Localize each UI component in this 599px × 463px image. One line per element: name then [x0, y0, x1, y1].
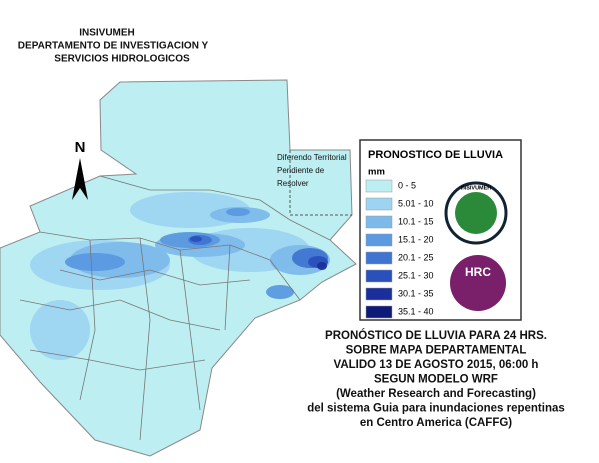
legend: PRONOSTICO DE LLUVIA mm INSIVUMEH HRC 0 …	[359, 139, 522, 321]
legend-label: 30.1 - 35	[398, 288, 434, 298]
territory-note: Diferendo Territorial Pendiente de Resolve…	[277, 153, 347, 188]
caption-line: VALIDO 13 DE AGOSTO 2015, 06:00 h	[334, 359, 539, 371]
legend-label: 5.01 - 10	[398, 198, 434, 208]
caption-line: SOBRE MAPA DEPARTAMENTAL	[346, 345, 527, 357]
caption-line: del sistema Guia para inundaciones repen…	[307, 403, 565, 415]
legend-unit: mm	[368, 167, 385, 178]
rain-area	[190, 236, 202, 242]
country-shape	[0, 79, 357, 457]
caption-line: (Weather Research and Forecasting)	[336, 388, 536, 400]
legend-swatch	[365, 215, 393, 229]
legend-label: 35.1 - 40	[398, 306, 434, 316]
caption-line: PRONÓSTICO DE LLUVIA PARA 24 HRS.	[325, 329, 547, 342]
caption: PRONÓSTICO DE LLUVIA PARA 24 HRS. SOBRE M…	[307, 329, 565, 429]
legend-label: 20.1 - 25	[398, 252, 434, 262]
legend-label: 0 - 5	[398, 180, 416, 190]
logo-hrc	[450, 255, 506, 311]
rain-area	[226, 208, 250, 216]
legend-title: PRONOSTICO DE LLUVIA	[368, 149, 503, 161]
border-dispute	[289, 150, 352, 216]
logo-text: INSIVUMEH	[461, 185, 492, 191]
rain-area	[317, 262, 327, 270]
note-line: Pendiente de	[277, 166, 325, 175]
legend-swatch	[365, 269, 393, 283]
logo-text: HRC	[465, 265, 491, 279]
caption-line: en Centro America (CAFFG)	[360, 417, 512, 429]
header-line: DEPARTAMENTO DE INVESTIGACION Y	[18, 41, 209, 52]
header-line: INSIVUMEH	[79, 28, 135, 39]
rain-areas	[30, 192, 330, 360]
north-arrow: N	[72, 139, 88, 200]
rain-area	[30, 300, 90, 360]
department-borders	[19, 175, 331, 441]
caption-line: SEGUN MODELO WRF	[374, 374, 498, 386]
legend-swatch	[365, 233, 393, 247]
note-line: Diferendo Territorial	[277, 153, 347, 162]
legend-label: 15.1 - 20	[398, 234, 434, 244]
rain-area	[65, 253, 125, 271]
legend-label: 10.1 - 15	[398, 216, 434, 226]
north-label: N	[75, 139, 86, 156]
header-line: SERVICIOS HIDROLOGICOS	[54, 54, 190, 65]
logo-insivumeh-core	[455, 192, 497, 234]
rain-area	[266, 285, 294, 299]
legend-swatch	[365, 179, 393, 193]
legend-swatch	[365, 251, 393, 265]
note-line: Resolver	[277, 179, 309, 188]
header: INSIVUMEH DEPARTAMENTO DE INVESTIGACION Y…	[18, 28, 209, 65]
legend-label: 25.1 - 30	[398, 270, 434, 280]
legend-swatch	[365, 197, 393, 211]
legend-swatch	[365, 305, 393, 319]
legend-swatch	[365, 287, 393, 301]
